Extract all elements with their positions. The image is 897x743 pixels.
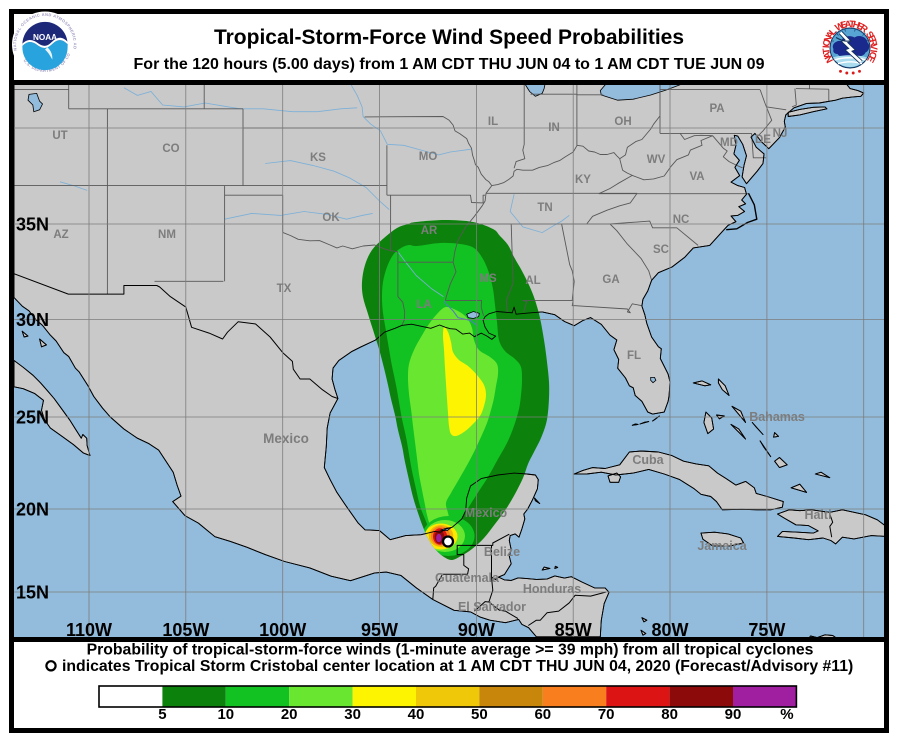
svg-text:15N: 15N	[16, 583, 49, 603]
svg-text:%: %	[780, 706, 793, 723]
svg-text:GA: GA	[602, 274, 619, 286]
svg-text:A: A	[824, 29, 837, 41]
svg-text:A: A	[844, 19, 852, 31]
svg-text:Bahamas: Bahamas	[749, 410, 805, 424]
svg-text:S: S	[863, 29, 876, 41]
svg-text:50: 50	[471, 706, 488, 723]
svg-text:40: 40	[408, 706, 425, 723]
svg-text:VA: VA	[689, 171, 704, 183]
svg-text:E: E	[865, 34, 878, 45]
svg-text:100W: 100W	[259, 620, 306, 640]
svg-text:75W: 75W	[748, 620, 785, 640]
svg-text:MS: MS	[479, 273, 497, 285]
svg-text:T: T	[821, 47, 833, 54]
svg-text:80W: 80W	[652, 620, 689, 640]
svg-text:85W: 85W	[555, 620, 592, 640]
svg-text:OK: OK	[322, 212, 340, 224]
svg-text:IN: IN	[548, 122, 560, 134]
svg-text:AL: AL	[525, 275, 540, 287]
svg-text:C: C	[866, 50, 879, 60]
svg-text:indicates Tropical Storm Crist: indicates Tropical Storm Cristobal cente…	[62, 658, 853, 675]
svg-text:105W: 105W	[162, 620, 209, 640]
svg-text:El Salvador: El Salvador	[458, 600, 526, 614]
svg-text:Mexico: Mexico	[465, 506, 508, 520]
svg-text:MD: MD	[720, 137, 738, 149]
svg-text:UT: UT	[52, 130, 67, 142]
svg-text:10: 10	[217, 706, 234, 723]
svg-text:Tropical-Storm-Force Wind Spee: Tropical-Storm-Force Wind Speed Probabil…	[214, 26, 684, 49]
svg-text:DE: DE	[755, 134, 771, 146]
svg-text:Honduras: Honduras	[523, 582, 581, 596]
svg-text:TX: TX	[277, 283, 292, 295]
svg-text:20N: 20N	[16, 500, 49, 520]
svg-text:60: 60	[534, 706, 551, 723]
svg-text:N: N	[823, 53, 836, 64]
svg-text:90: 90	[725, 706, 742, 723]
svg-text:30: 30	[344, 706, 361, 723]
svg-text:CO: CO	[162, 143, 179, 155]
svg-text:80: 80	[661, 706, 678, 723]
svg-text:L: L	[827, 26, 839, 38]
svg-text:NJ: NJ	[773, 128, 788, 140]
svg-text:AZ: AZ	[53, 229, 68, 241]
svg-text:FL: FL	[627, 350, 641, 362]
svg-text:For the 120 hours (5.00 days): For the 120 hours (5.00 days) from 1 AM …	[134, 56, 765, 73]
svg-text:O: O	[821, 37, 834, 47]
svg-text:Belize: Belize	[484, 545, 520, 559]
svg-text:OH: OH	[614, 116, 631, 128]
svg-text:NOAA: NOAA	[33, 33, 57, 42]
svg-text:T: T	[849, 19, 856, 30]
svg-text:110W: 110W	[66, 620, 112, 640]
svg-text:Jamaica: Jamaica	[697, 539, 747, 553]
svg-text:I: I	[867, 49, 878, 53]
svg-text:Cuba: Cuba	[632, 453, 664, 467]
svg-text:20: 20	[281, 706, 298, 723]
svg-text:E: E	[839, 19, 849, 31]
svg-text:KY: KY	[575, 174, 591, 186]
svg-text:WV: WV	[647, 154, 666, 166]
svg-text:5: 5	[158, 706, 166, 723]
svg-text:TN: TN	[537, 202, 552, 214]
svg-text:90W: 90W	[458, 620, 495, 640]
svg-text:E: E	[864, 54, 877, 65]
svg-text:N: N	[822, 33, 835, 44]
svg-text:V: V	[868, 43, 879, 51]
svg-text:Guatemala: Guatemala	[435, 571, 500, 585]
svg-text:70: 70	[598, 706, 615, 723]
svg-text:NM: NM	[158, 229, 176, 241]
svg-text:IL: IL	[488, 116, 498, 128]
svg-text:A: A	[821, 50, 834, 60]
svg-text:AR: AR	[421, 225, 438, 237]
svg-text:NC: NC	[673, 214, 690, 226]
svg-text:Haiti: Haiti	[804, 508, 831, 522]
svg-text:PA: PA	[709, 103, 724, 115]
svg-text:LA: LA	[416, 299, 431, 311]
svg-text:30N: 30N	[16, 310, 49, 330]
svg-text:KS: KS	[310, 152, 326, 164]
svg-text:MO: MO	[419, 151, 438, 163]
svg-text:H: H	[851, 19, 861, 31]
svg-text:Probability of tropical-storm-: Probability of tropical-storm-force wind…	[87, 642, 814, 659]
svg-text:E: E	[855, 21, 866, 34]
svg-text:Mexico: Mexico	[263, 431, 309, 446]
svg-text:35N: 35N	[16, 215, 49, 235]
svg-text:95W: 95W	[361, 620, 398, 640]
svg-text:25N: 25N	[16, 408, 49, 428]
svg-text:I: I	[821, 45, 832, 49]
svg-text:R: R	[867, 38, 879, 47]
svg-text:SC: SC	[653, 244, 669, 256]
